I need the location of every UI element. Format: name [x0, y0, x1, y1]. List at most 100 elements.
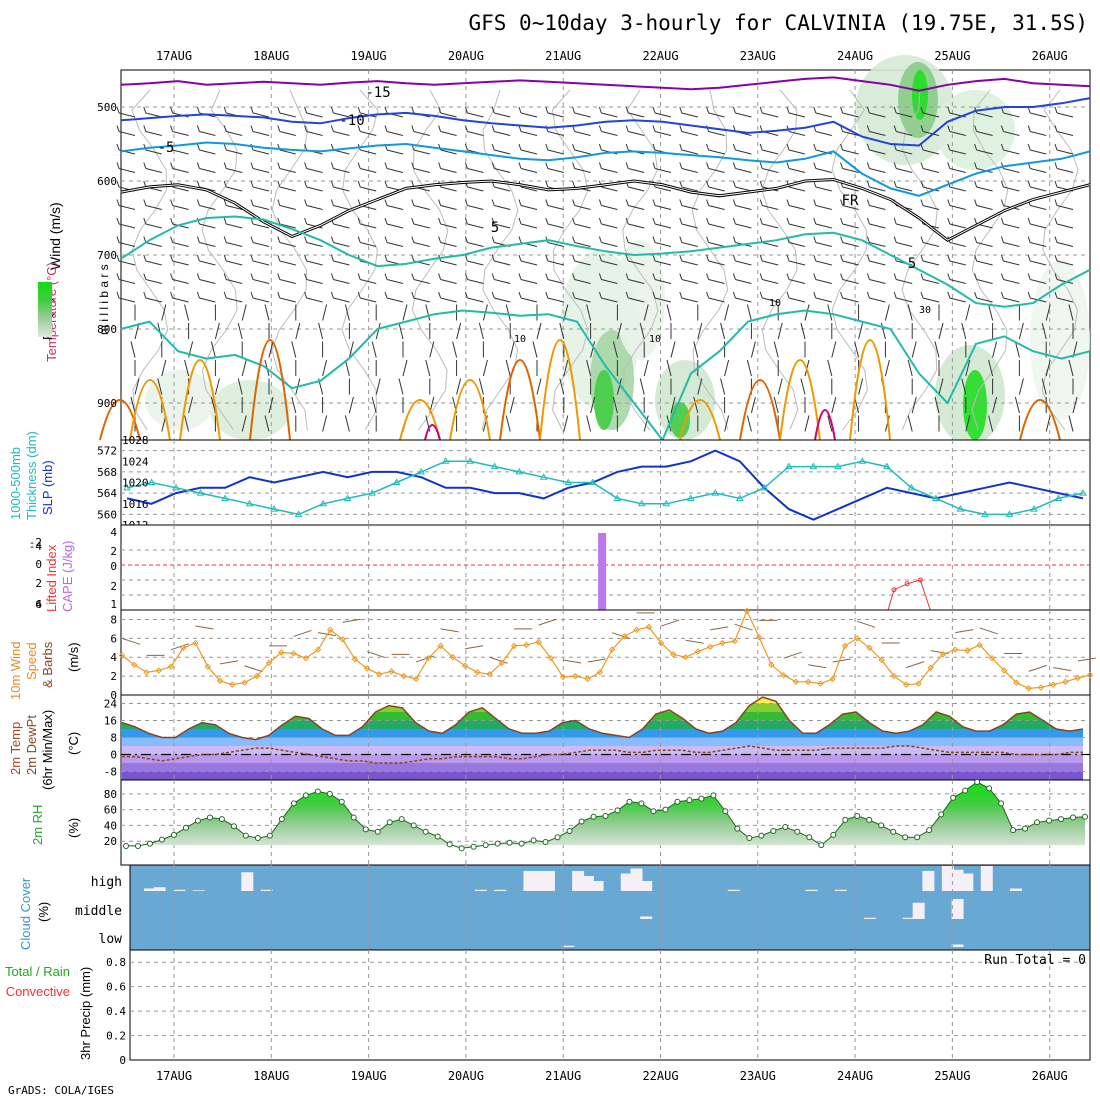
slp-tick: 1024 — [122, 455, 149, 468]
rh2m-point — [194, 817, 201, 824]
contour-label: 5 — [908, 256, 916, 272]
thickness-marker — [956, 505, 965, 512]
wind-barb — [306, 279, 323, 284]
wind-barb-flag — [893, 106, 897, 114]
wind10-panel: 0 2 4 6 8 — [110, 607, 1096, 702]
wind-barb — [1056, 242, 1074, 247]
wind-barb — [199, 297, 216, 303]
wind-barb — [1018, 322, 1024, 340]
wind-barb-flag — [598, 199, 602, 206]
cloud-bar-low — [562, 945, 575, 947]
wind-barb — [494, 297, 511, 303]
wind-barb — [590, 341, 596, 358]
wind-barb — [440, 297, 457, 303]
wind-barb — [1003, 149, 1020, 155]
wind10-point — [229, 681, 236, 688]
wind-barb — [134, 378, 140, 395]
top-date-label: 24AUG — [837, 49, 873, 63]
wind-barb-flag — [1027, 254, 1031, 262]
top-date-labels: 17AUG 18AUG 19AUG 20AUG 21AUG 22AUG 23AUG 24AUG… — [156, 49, 1068, 63]
wind10-point — [1025, 685, 1032, 692]
wind-barb — [520, 260, 538, 266]
lifted-tick: -4 — [29, 540, 43, 553]
wind-barb — [1003, 168, 1020, 173]
wind-barb — [869, 242, 886, 247]
wind10-point — [388, 668, 395, 675]
wind-barb-flag — [438, 217, 442, 225]
wind-barb-flag — [196, 143, 200, 151]
wind-barb-flag — [223, 273, 227, 280]
wind-barb — [413, 149, 430, 155]
wind-barb — [118, 131, 136, 136]
wind10-point — [755, 634, 763, 641]
wind10-point — [412, 675, 420, 683]
wind-barb — [869, 149, 886, 155]
wind-barb — [386, 279, 404, 284]
wind-barb — [494, 186, 511, 192]
wind-barb — [639, 322, 645, 340]
temp2m-label-1: 2m Temp — [8, 722, 23, 775]
cloud-label: Cloud Cover — [18, 877, 33, 950]
wind-barb — [628, 205, 645, 210]
lifted-tick: 0 — [35, 558, 42, 571]
wind-barb — [145, 168, 162, 173]
wind-barb-flag — [679, 254, 683, 262]
rh2m-point — [1034, 819, 1041, 826]
wind-barb — [520, 168, 538, 173]
wind10-label-3: & Barbs — [40, 641, 55, 688]
wind10-point — [155, 667, 162, 674]
wind-barb — [643, 415, 649, 432]
wind10-point — [743, 607, 751, 615]
temp2m-tick: 24 — [104, 698, 118, 711]
slp-ticks: 56056456857210121016102010241028 — [97, 434, 149, 532]
wind10-point — [510, 642, 518, 650]
wind-barb — [467, 186, 484, 192]
wind-barb — [252, 186, 270, 192]
temp2m-tick: 0 — [110, 749, 117, 762]
wind10-point — [461, 662, 469, 669]
top-date-label: 17AUG — [156, 49, 192, 63]
hot-contour — [424, 424, 441, 441]
wind10-point — [167, 663, 175, 670]
rh2m-point — [290, 800, 297, 807]
wind-barb-flag — [1054, 143, 1058, 151]
wind-barb — [306, 297, 323, 303]
wind-barb — [237, 378, 243, 395]
wind-barb-flag — [625, 254, 629, 262]
wind-barb — [616, 378, 622, 395]
wind-barb — [911, 341, 917, 358]
wind-barb — [628, 242, 645, 247]
wind-barb — [291, 396, 297, 414]
rh-contour — [411, 89, 449, 431]
wind-barb — [601, 205, 618, 210]
wind-barb — [118, 205, 136, 210]
wind-barb-flag — [250, 273, 254, 280]
wind-barb — [949, 131, 966, 136]
wind-barb — [172, 223, 189, 229]
wind-barb-flag — [438, 273, 442, 280]
rh2m-point — [626, 798, 633, 805]
bottom-date-label: 21AUG — [545, 1069, 581, 1083]
wind10-point — [976, 641, 983, 649]
wind10-point — [1013, 679, 1020, 686]
rh-contour — [201, 89, 238, 431]
wind-barb — [440, 168, 457, 173]
wind-barb — [333, 260, 350, 266]
wind10-point — [1074, 674, 1081, 682]
wind-barb — [800, 378, 806, 395]
wind-barb — [869, 223, 886, 229]
wind-barb-flag — [491, 236, 495, 243]
rh2m-point — [722, 808, 729, 815]
wind-barb-flag — [545, 180, 549, 188]
wind-barb-flag — [706, 162, 710, 169]
wind-barb — [375, 378, 381, 395]
rh2m-point — [1046, 817, 1053, 824]
wind-barb — [226, 223, 243, 229]
wind-barb-flag — [679, 199, 683, 206]
warm-contour — [849, 339, 891, 441]
wind-barb — [735, 260, 752, 266]
wind-barb-flag — [411, 106, 415, 114]
wind-barb — [1068, 415, 1074, 432]
rh2m-point — [542, 839, 549, 845]
temperature-contour-line — [120, 76, 1091, 92]
